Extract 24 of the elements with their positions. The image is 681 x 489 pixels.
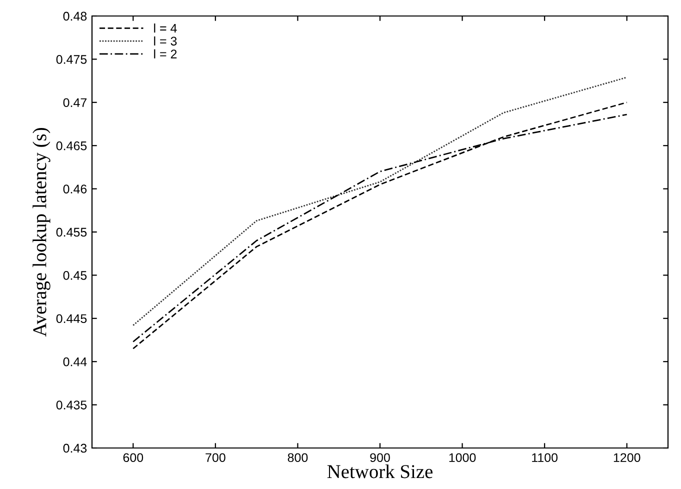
line-series: [132, 76, 628, 326]
y-tick-label: 0.47: [63, 98, 87, 108]
y-tick-label: 0.475: [56, 55, 87, 64]
y-tick-label: 0.43: [63, 444, 87, 453]
legend-label: l = 4: [154, 24, 177, 33]
y-tick-label: 0.45: [63, 271, 87, 280]
y-tick-label: 0.445: [56, 314, 87, 324]
y-tick-label: 0.465: [56, 141, 87, 150]
y-tick-label: 0.46: [63, 184, 87, 194]
legend-label: l = 2: [154, 49, 177, 58]
y-axis-title: Average lookup latency (s): [32, 128, 50, 337]
y-tick-label: 0.44: [63, 357, 87, 366]
y-tick-label: 0.435: [56, 400, 87, 410]
x-tick-label: 900: [370, 453, 390, 462]
x-axis-title: Network Size: [327, 464, 433, 478]
x-tick-label: 1000: [449, 453, 476, 462]
x-tick-label: 800: [288, 453, 308, 462]
x-tick-label: 1200: [614, 453, 640, 462]
y-tick-label: 0.455: [56, 228, 87, 237]
x-tick-label: 600: [123, 453, 144, 462]
x-tick-label: 700: [206, 453, 226, 462]
x-tick-label: 1100: [532, 453, 558, 462]
legend-label: l = 3: [154, 36, 177, 46]
y-tick-label: 0.48: [63, 12, 87, 21]
